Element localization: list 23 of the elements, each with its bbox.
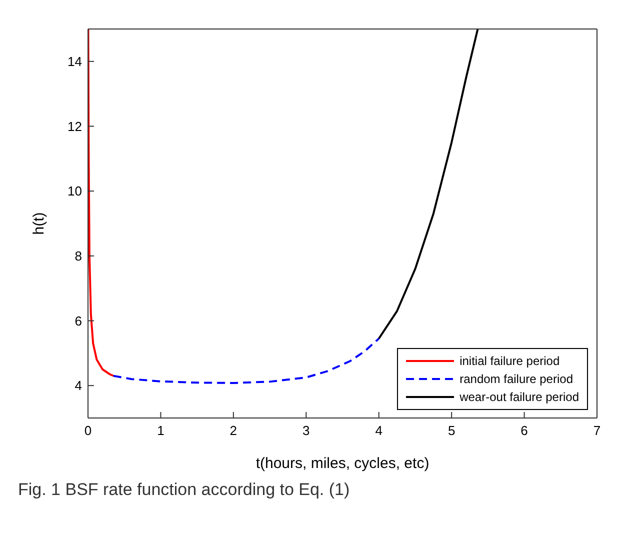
line-series [378, 29, 479, 340]
y-tick-label: 12 [68, 118, 82, 134]
x-tick-label: 1 [157, 423, 164, 438]
x-tick-label: 2 [230, 423, 238, 438]
x-tick-label: 4 [375, 423, 382, 438]
y-tick-label: 14 [68, 54, 82, 70]
x-tick-label: 7 [593, 423, 601, 438]
legend-label: initial failure period [460, 354, 560, 368]
line-series [112, 338, 380, 384]
y-tick-label: 6 [74, 313, 82, 328]
y-tick-label: 10 [68, 184, 82, 199]
x-axis-title: t(hours, miles, cycles, etc) [256, 455, 430, 472]
x-tick-label: 5 [448, 423, 456, 438]
y-axis-title: h(t) [30, 212, 48, 235]
y-tick-label: 8 [74, 248, 82, 264]
legend-label: random failure period [460, 372, 573, 386]
legend-label: wear-out failure period [460, 390, 579, 404]
x-tick-label: 3 [302, 423, 310, 438]
x-tick-label: 6 [520, 423, 528, 438]
line-series [88, 29, 114, 377]
x-tick-label: 0 [84, 423, 92, 438]
y-tick-label: 4 [74, 378, 82, 394]
caption: Fig. 1 BSF rate function according to Eq. (1) [18, 480, 351, 500]
